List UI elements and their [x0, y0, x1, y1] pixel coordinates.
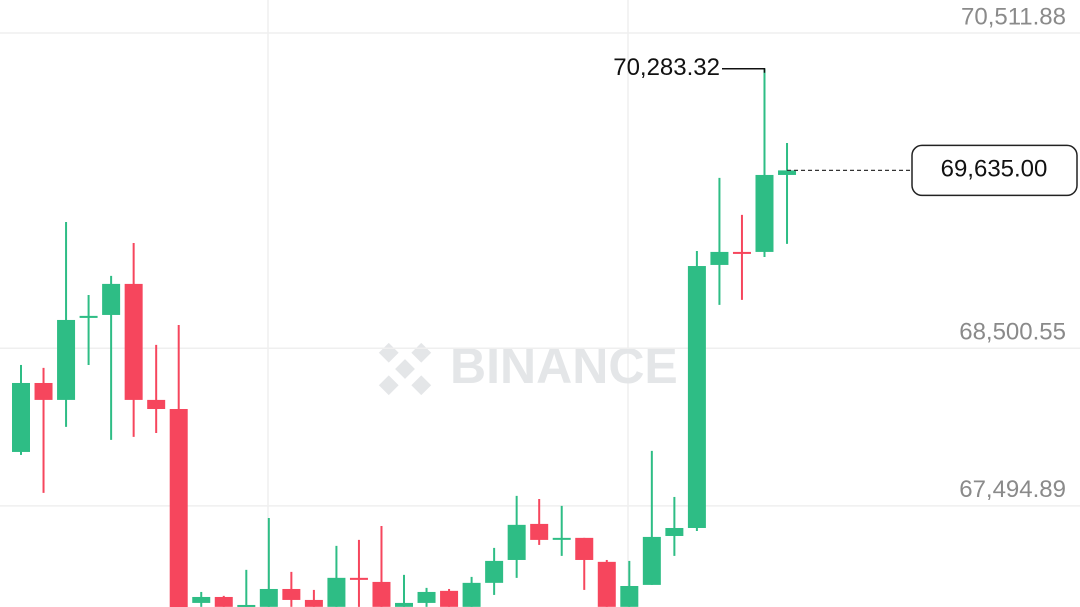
candle-body	[417, 591, 436, 603]
candle-body	[282, 588, 301, 600]
candle-body	[147, 399, 166, 410]
candle-body	[349, 577, 368, 580]
candle-body	[34, 382, 53, 400]
candle-body	[440, 590, 459, 607]
candle-body	[778, 170, 797, 175]
candle-body	[507, 524, 526, 560]
watermark-text: BINANCE	[450, 338, 678, 394]
candle-body	[755, 174, 774, 252]
candle-body	[687, 266, 706, 528]
candle-body	[214, 596, 233, 607]
candle-body	[12, 382, 30, 452]
candle-body	[169, 409, 188, 607]
candle-body	[462, 582, 481, 607]
y-tick-label: 70,511.88	[961, 3, 1066, 30]
candle-body	[372, 581, 391, 607]
watermark: BINANCE	[378, 338, 678, 396]
candle-body	[304, 599, 323, 607]
last-price-box	[911, 144, 1078, 197]
last-price-label: 69,635.00	[941, 156, 1048, 183]
candle-body	[79, 315, 98, 318]
candle-body	[237, 604, 256, 607]
candle-body	[102, 283, 121, 315]
candle-body	[710, 251, 729, 265]
candle-body	[192, 596, 211, 603]
candle-body	[552, 537, 571, 540]
candle-body	[327, 577, 346, 607]
max-annotation: 70,283.32	[613, 54, 720, 81]
candle-body	[57, 319, 76, 400]
candle-body	[642, 536, 661, 585]
candle-body	[530, 523, 549, 540]
candle-body	[124, 283, 143, 400]
max-leader	[722, 68, 766, 73]
candle-body	[395, 602, 414, 607]
candle-body	[597, 561, 616, 607]
candle-body	[485, 560, 504, 583]
y-tick-label: 67,494.89	[959, 476, 1066, 503]
candle-body	[575, 537, 594, 560]
candle-body	[620, 585, 639, 607]
candle-body	[665, 527, 684, 536]
candle-body	[732, 251, 751, 254]
y-tick-label: 68,500.55	[959, 319, 1066, 346]
candle-body	[259, 588, 278, 607]
